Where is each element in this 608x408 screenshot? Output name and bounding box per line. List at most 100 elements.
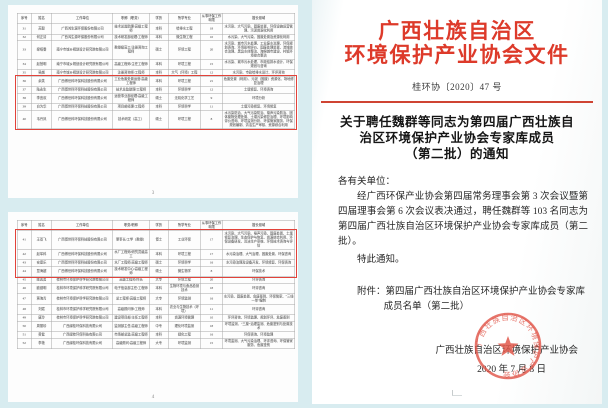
notice-subject-line2: 治区环境保护产业协会专家库成员 xyxy=(359,131,555,145)
table-cell: 监测部主任/高级工程师 xyxy=(112,321,150,332)
table-row: 52 李艳 广西绿桂环保科技有限公司 高级顾问/高级工程师 大专 环境监测 15 环境监测、大… xyxy=(17,338,296,349)
table-cell: 工业危废处置运营/高级工程师 xyxy=(112,76,150,87)
table-cell: 34 xyxy=(17,59,32,70)
page-number: 4 xyxy=(151,395,155,400)
table-cell: 教授级高工/注册咨询工程师 xyxy=(112,40,150,60)
table-cell: 17 xyxy=(200,249,223,260)
table-cell: 52 xyxy=(17,338,32,349)
table-cell: 桂林市环境保护科学研究院有限公司 xyxy=(51,293,114,305)
table-cell: 广西博世科环保科技股份有限公司 xyxy=(51,230,114,250)
table-cell: 18 xyxy=(200,283,223,294)
table-header-row: 序号 姓名 工作单位 职称（职务） 学历 所学专业 从事环保工作年限 擅长领域 xyxy=(17,13,296,24)
table-cell: 水污染防治、大气污染防治、噪声污染防治、固体废物处理处置、土壤污染修复治理、环境… xyxy=(222,110,296,129)
table-cell: 梁绍春 xyxy=(30,40,53,60)
table-cell: 9 xyxy=(200,93,223,104)
table-cell: 水污染、城市污水处理、工业废水治理、环保规划咨询、环境影响评价、固废处理处置、流… xyxy=(222,40,296,60)
table-cell: 环境工程 xyxy=(168,76,201,87)
table-cell: 18 xyxy=(200,321,223,332)
column-header: 职称（职务） xyxy=(112,13,150,24)
signature-date: 2020 年 7 月 8 日 xyxy=(477,365,546,375)
table-cell: 覃海超 xyxy=(30,266,53,277)
column-header: 工作单位 xyxy=(51,13,114,24)
table-cell: 技术研发中心/高级工程师 xyxy=(112,266,150,277)
table-row: 33 梁绍春 南宁市城乡规划设计研究院有限公司 教授级高工/注册咨询工程师 硕士 环境工程… xyxy=(17,40,296,60)
table-cell: 危废处置（利用）、污泥（固废）资源化、场地修复治理 xyxy=(222,76,296,87)
table-cell: 硕士 xyxy=(148,266,169,277)
table-cell: 16 xyxy=(200,293,223,305)
notice-subject: 关于聘任魏群等同志为第四届广西壮族自 治区环境保护产业协会专家库成员 （第二批）… xyxy=(312,114,602,162)
table-cell: 广西博世科环保科技股份有限公司 xyxy=(51,266,114,277)
table-cell: 47 xyxy=(17,293,32,305)
official-notice-page: 广西壮族自治区 环境保护产业协会文件 桂环协〔2020〕47 号 关于聘任魏群等… xyxy=(312,0,602,404)
table-row: 31 苏毅 广西鸿生源环保股份有限公司 技术总监助理/高级工程师 本科 给排水工程 18 水污… xyxy=(17,23,296,35)
expert-roster-table: 序号 姓名 工作单位 职称（职务） 学历 所学专业 从事环保工作年限 擅长领域 31 苏毅 广西鸿生… xyxy=(17,13,296,129)
notice-subject-line3: （第二批）的通知 xyxy=(404,147,509,161)
table-cell: 环境监测、“三废”治理监测、危废鉴别与处置技术 xyxy=(222,321,296,332)
closing-line: 特此通知。 xyxy=(357,255,405,265)
table-cell: 周丽珍 xyxy=(30,321,53,332)
table-row: 50 周丽珍 广西绿桂环保科技有限公司 监测部主任/高级工程师 中专 理化环境监测 18 环境… xyxy=(17,321,296,332)
column-header: 序号 xyxy=(17,220,32,231)
table-cell: 环保技术 xyxy=(222,266,296,277)
table-cell: 硕士 xyxy=(148,93,169,104)
table-cell: 水厂工程师/研究员级高工 xyxy=(112,249,150,260)
table-cell: 环境工程 xyxy=(168,110,201,129)
table-row: 36 余笑 广西博世科环保科技股份有限公司 工业危废处置运营/高级工程师 本科 环境工程 2… xyxy=(17,76,296,87)
table-cell: 本科 xyxy=(148,283,169,294)
expert-table-wrapper: 序号 姓名 工作单位 职务/职称 学历 所学专业 从事环保工作年限 擅长领域 41 王双飞 广西博世… xyxy=(17,220,296,349)
column-header: 所学专业 xyxy=(168,13,201,24)
document-header-title: 广西壮族自治区 环境保护产业协会文件 xyxy=(312,19,602,67)
table-cell: 王双飞 xyxy=(30,230,53,250)
column-header: 擅长领域 xyxy=(222,13,296,24)
table-cell: 本科 xyxy=(148,23,169,35)
table-cell: 15 xyxy=(200,338,223,349)
table-cell: 本科 xyxy=(148,304,169,315)
table-cell: 生物环境与食品检测技术 xyxy=(168,283,201,294)
table-row: 42 赵军科 广西博世科环保科技股份有限公司 水厂工程师/研究员级高工 本科 环境工程 17… xyxy=(17,249,296,260)
table-cell: 水污染、大气污染、噪声污染、固废处置、土壤修复治理、生态保护与恢复、资源综合利用… xyxy=(222,230,296,250)
column-header: 学历 xyxy=(148,13,169,24)
table-cell: 赵军科 xyxy=(30,249,53,260)
table-cell: 环境监测 xyxy=(168,293,201,305)
expert-table-wrapper: 序号 姓名 工作单位 职称（职务） 学历 所学专业 从事环保工作年限 擅长领域 31 苏毅 广西鸿生… xyxy=(17,13,296,129)
column-header: 姓名 xyxy=(30,13,53,24)
document-header-title-line2: 环境保护产业协会文件 xyxy=(344,43,570,67)
table-row: 48 刘斌 桂林市环境保护科学研究院有限公司 高级顾问师/工程师 本科 农业与生物技术（环… xyxy=(17,304,296,315)
table-cell: 44 xyxy=(17,266,32,277)
expert-roster-table: 序号 姓名 工作单位 职务/职称 学历 所学专业 从事环保工作年限 擅长领域 41 王双飞 广西博世… xyxy=(17,220,296,349)
table-cell: 南宁市城乡规划设计研究院有限公司 xyxy=(51,40,114,60)
table-cell: 高级顾问/高级工程师 xyxy=(112,338,150,349)
table-cell: 蒋海青 xyxy=(30,293,53,305)
salutation: 各有关单位： xyxy=(338,177,396,187)
column-header: 所学专业 xyxy=(168,220,201,231)
table-cell: 8 xyxy=(200,266,223,277)
document-number: 桂环协〔2020〕47 号 xyxy=(412,82,502,92)
column-header: 职务/职称 xyxy=(112,220,150,231)
table-cell: 11 xyxy=(200,304,223,315)
table-cell: 50 xyxy=(17,321,32,332)
table-cell: 技术研发（高工） xyxy=(112,110,150,129)
table-cell: 8 xyxy=(200,110,223,129)
table-cell: 广西博世科环保科技股份有限公司 xyxy=(51,249,114,260)
table-cell: 环境分析 xyxy=(222,93,296,104)
body-paragraph: 经广西环保产业协会第四届常务理事会第 3 次会议暨第四届理事会第 6 次会议表决… xyxy=(338,192,588,247)
table-cell: 33 xyxy=(17,40,32,60)
column-header: 从事环保工作年限 xyxy=(200,13,223,24)
table-cell: 欧健明 xyxy=(30,283,53,294)
table-cell: 20 xyxy=(200,40,223,60)
column-header: 工作单位 xyxy=(51,220,114,231)
table-cell: 40 xyxy=(17,110,32,129)
column-header: 序号 xyxy=(17,13,32,24)
notice-subject-line1: 关于聘任魏群等同志为第四届广西壮族自 xyxy=(339,115,574,129)
table-cell: 17 xyxy=(200,230,223,250)
table-cell: 环评咨询 xyxy=(222,283,296,294)
table-cell: 36 xyxy=(17,76,32,87)
table-row: 51 黄健 广西绿桂环保科技有限公司 市场部总监/高级工程师 本科 绿化工程 16 环保咨询、… xyxy=(17,331,296,339)
table-cell: 余笑 xyxy=(30,76,53,87)
attachment-line-2: 成员名单（第二批） xyxy=(383,302,470,312)
table-row: 41 王双飞 广西博世科环保科技股份有限公司 董事长/工学（教授） 博士 工业环保 17 水污… xyxy=(17,230,296,250)
table-cell: 广西博世科环保科技股份有限公司 xyxy=(51,93,114,104)
table-cell: 环境监测 xyxy=(168,338,201,349)
table-cell: 苏毅 xyxy=(30,23,53,35)
scanned-table-page-4: 序号 姓名 工作单位 职务/职称 学历 所学专业 从事环保工作年限 擅长领域 41 王双飞 广西博世… xyxy=(8,212,298,402)
